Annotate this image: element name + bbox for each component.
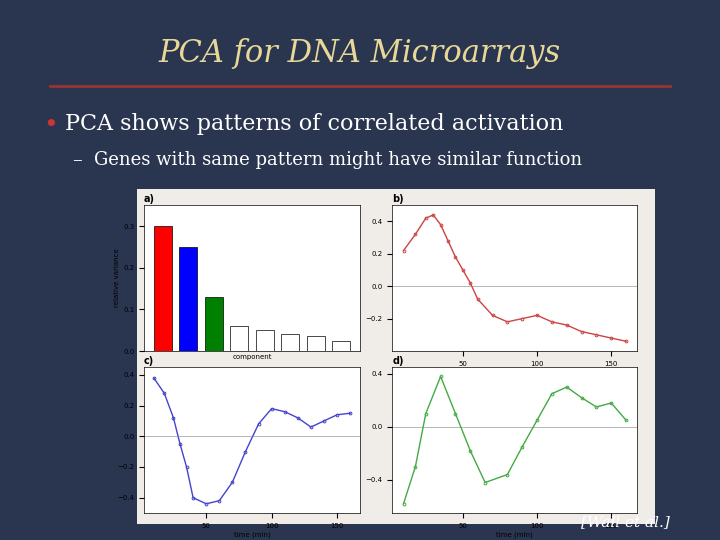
Text: d): d): [392, 356, 404, 367]
Text: c): c): [144, 356, 154, 367]
X-axis label: time (min): time (min): [496, 369, 534, 376]
Bar: [204, 297, 222, 351]
Bar: [333, 341, 350, 351]
Bar: [256, 330, 274, 351]
Bar: [154, 226, 171, 351]
Bar: [230, 326, 248, 351]
Text: Genes with same pattern might have similar function: Genes with same pattern might have simil…: [94, 151, 582, 169]
Text: PCA shows patterns of correlated activation: PCA shows patterns of correlated activat…: [65, 113, 563, 136]
Text: –: –: [72, 151, 82, 169]
X-axis label: component: component: [233, 354, 271, 360]
X-axis label: time (min): time (min): [496, 531, 534, 538]
Text: •: •: [43, 113, 58, 137]
Text: a): a): [144, 194, 155, 205]
Text: [Wall et al.]: [Wall et al.]: [581, 515, 670, 529]
Bar: [179, 247, 197, 351]
Bar: [307, 336, 325, 351]
X-axis label: time (min): time (min): [233, 531, 271, 538]
Text: b): b): [392, 194, 404, 205]
Y-axis label: relative variance: relative variance: [114, 249, 120, 307]
Text: PCA for DNA Microarrays: PCA for DNA Microarrays: [159, 38, 561, 69]
Bar: [282, 334, 300, 351]
